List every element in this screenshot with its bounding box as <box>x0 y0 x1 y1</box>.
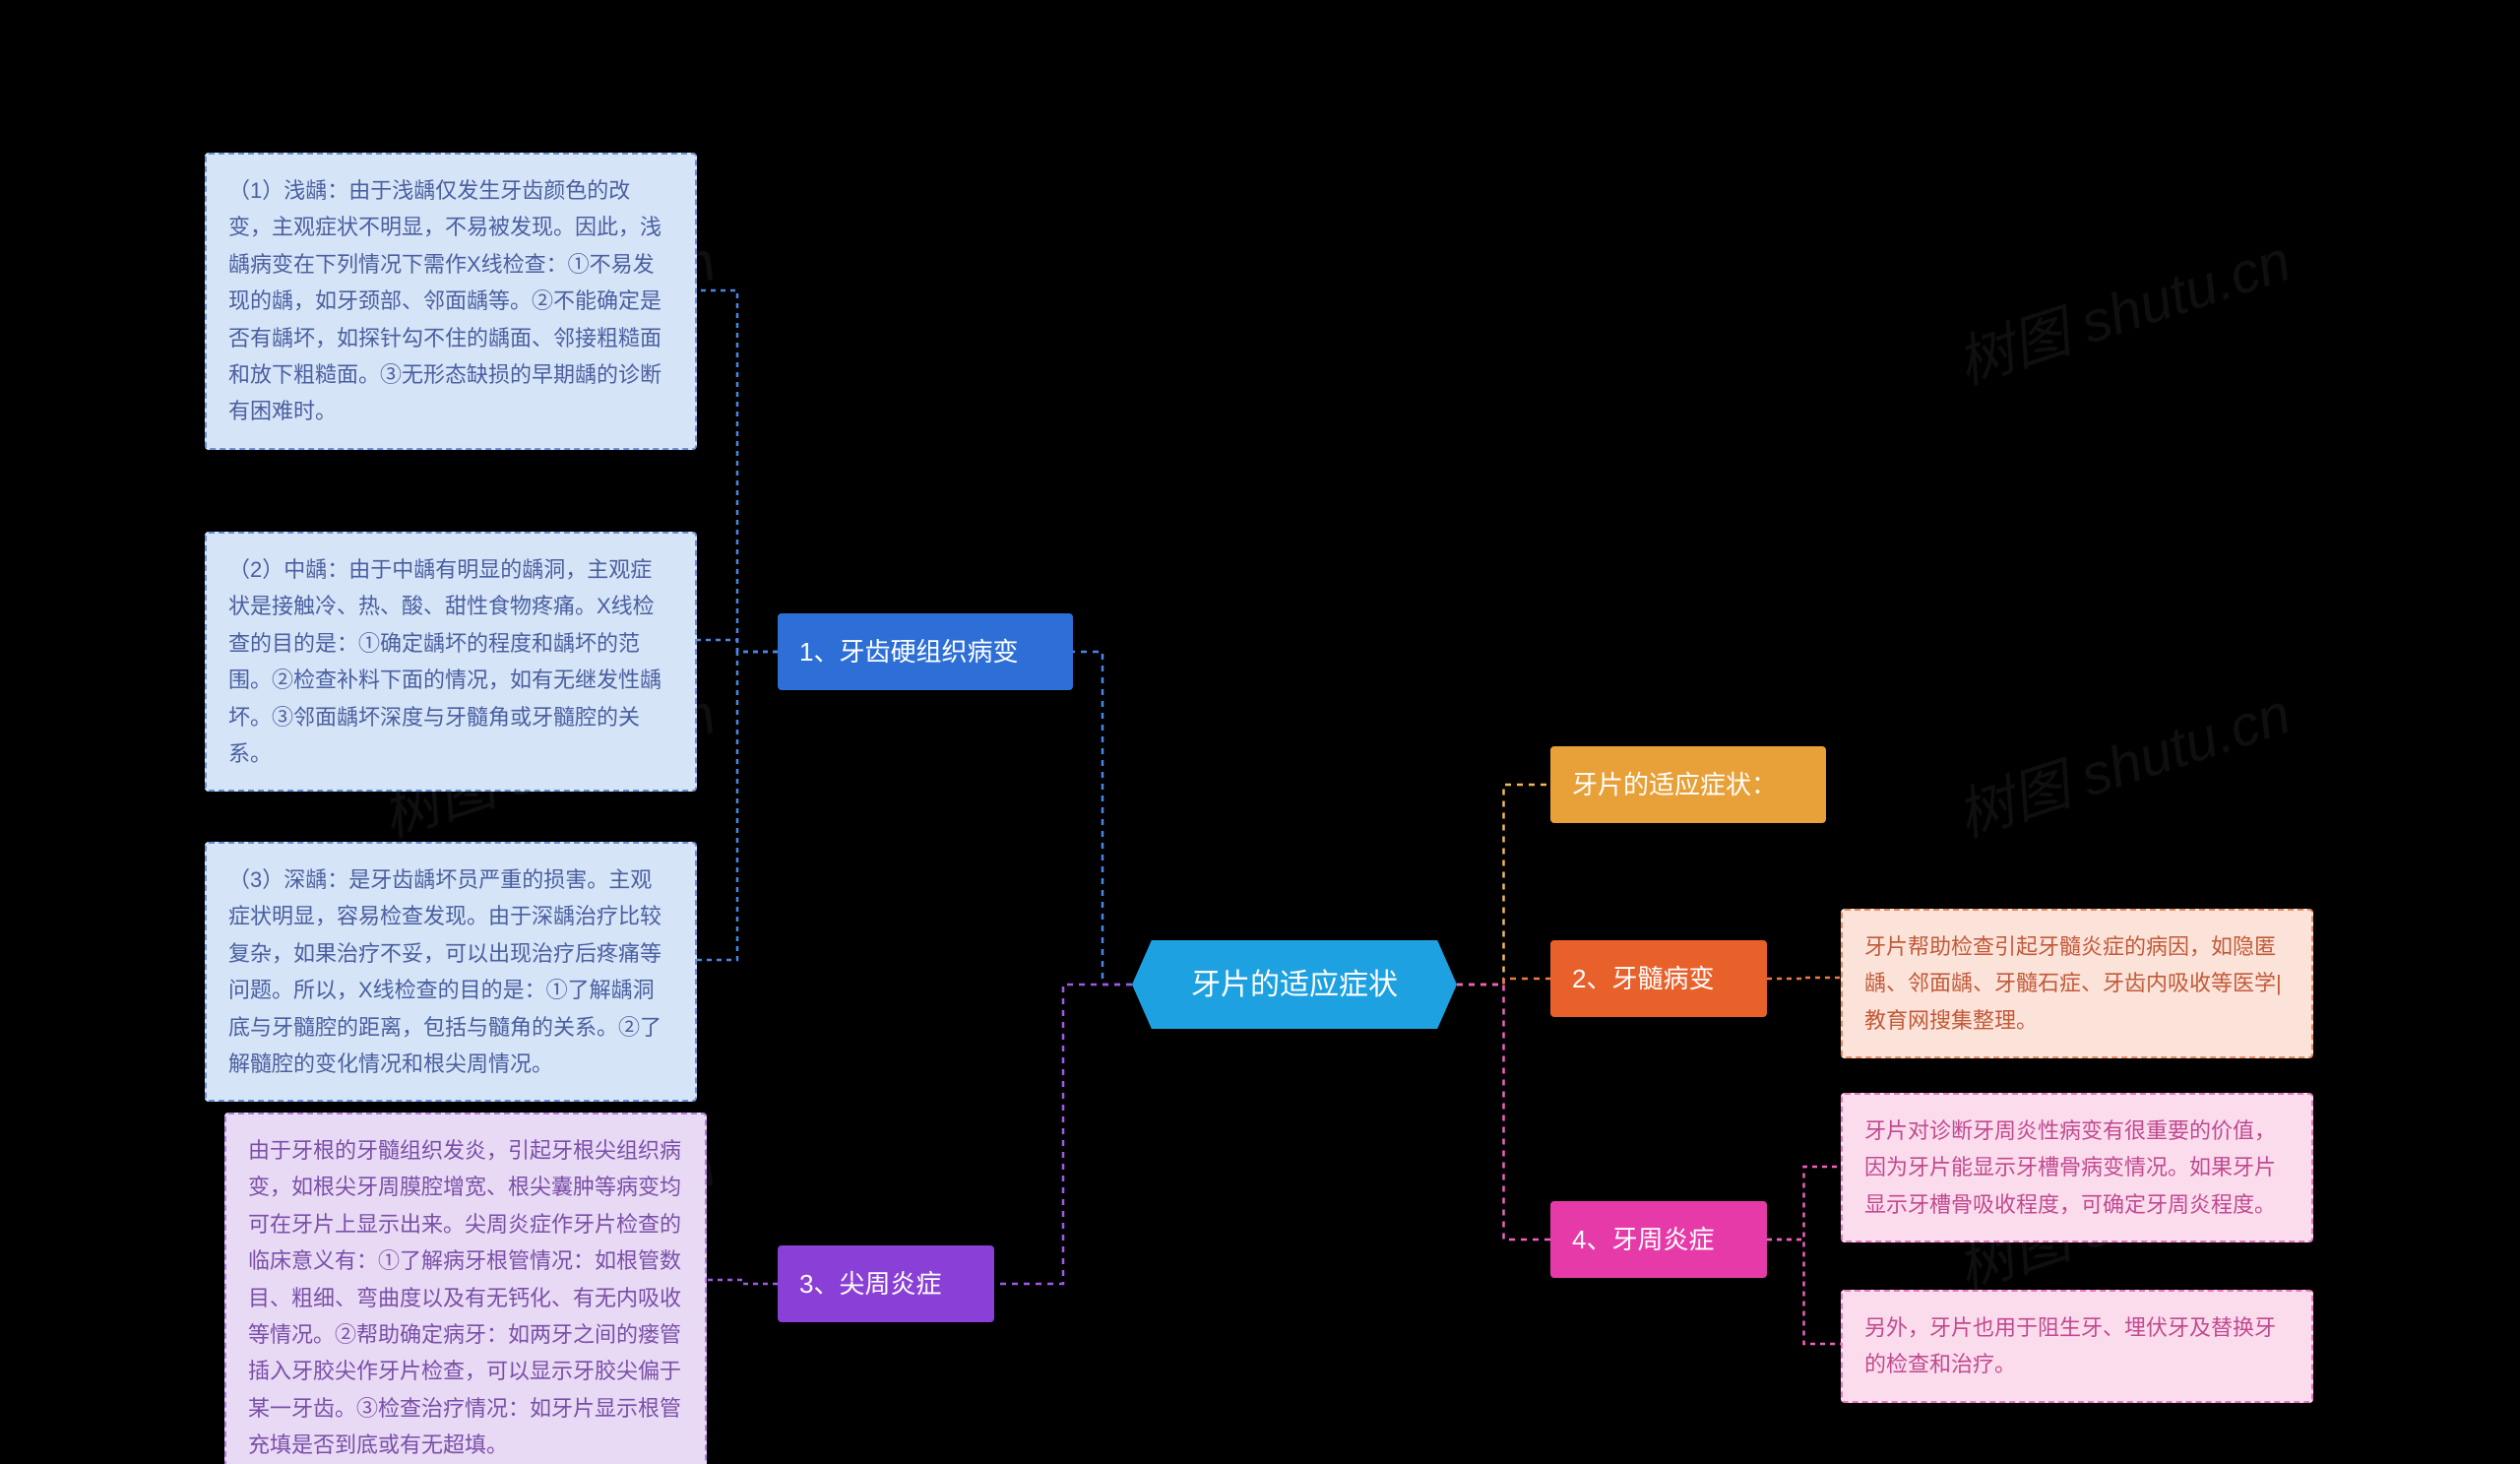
branch-node: 4、牙周炎症 <box>1550 1201 1767 1278</box>
leaf-node: 另外，牙片也用于阻生牙、埋伏牙及替换牙的检查和治疗。 <box>1841 1290 2313 1403</box>
branch-label: 1、牙齿硬组织病变 <box>799 633 1018 671</box>
branch-node: 1、牙齿硬组织病变 <box>778 613 1073 690</box>
center-label: 牙片的适应症状 <box>1191 963 1398 1007</box>
leaf-node: （2）中龋：由于中龋有明显的龋洞，主观症状是接触冷、热、酸、甜性食物疼痛。X线检… <box>205 532 697 792</box>
branch-node: 牙片的适应症状： <box>1550 746 1826 823</box>
watermark: 树图 shutu.cn <box>1945 215 2300 400</box>
leaf-node: （3）深龋：是牙齿龋坏员严重的损害。主观症状明显，容易检查发现。由于深龋治疗比较… <box>205 842 697 1102</box>
leaf-text: 另外，牙片也用于阻生牙、埋伏牙及替换牙的检查和治疗。 <box>1864 1315 2276 1376</box>
leaf-text: 由于牙根的牙髓组织发炎，引起牙根尖组织病变，如根尖牙周膜腔增宽、根尖囊肿等病变均… <box>248 1138 681 1457</box>
leaf-text: （1）浅龋：由于浅龋仅发生牙齿颜色的改变，主观症状不明显，不易被发现。因此，浅龋… <box>228 178 662 423</box>
branch-node: 3、尖周炎症 <box>778 1245 994 1322</box>
leaf-node: 由于牙根的牙髓组织发炎，引起牙根尖组织病变，如根尖牙周膜腔增宽、根尖囊肿等病变均… <box>224 1113 707 1464</box>
watermark: 树图 shutu.cn <box>1945 668 2300 853</box>
leaf-node: 牙片对诊断牙周炎性病变有很重要的价值，因为牙片能显示牙槽骨病变情况。如果牙片显示… <box>1841 1093 2313 1242</box>
leaf-text: 牙片帮助检查引起牙髓炎症的病因，如隐匿龋、邻面龋、牙髓石症、牙齿内吸收等医学|教… <box>1864 934 2282 1033</box>
branch-label: 3、尖周炎症 <box>799 1265 941 1304</box>
center-node: 牙片的适应症状 <box>1132 940 1457 1029</box>
branch-node: 2、牙髓病变 <box>1550 940 1767 1017</box>
leaf-text: （3）深龋：是牙齿龋坏员严重的损害。主观症状明显，容易检查发现。由于深龋治疗比较… <box>228 867 662 1076</box>
branch-label: 4、牙周炎症 <box>1572 1221 1714 1259</box>
mindmap-canvas: 树图 shutu.cn树图 shutu.cn树图 shutu.cn树图 shut… <box>0 0 2520 1464</box>
branch-label: 2、牙髓病变 <box>1572 960 1714 998</box>
branch-label: 牙片的适应症状： <box>1572 766 1777 804</box>
leaf-node: 牙片帮助检查引起牙髓炎症的病因，如隐匿龋、邻面龋、牙髓石症、牙齿内吸收等医学|教… <box>1841 909 2313 1058</box>
leaf-text: 牙片对诊断牙周炎性病变有很重要的价值，因为牙片能显示牙槽骨病变情况。如果牙片显示… <box>1864 1118 2276 1217</box>
leaf-node: （1）浅龋：由于浅龋仅发生牙齿颜色的改变，主观症状不明显，不易被发现。因此，浅龋… <box>205 153 697 450</box>
leaf-text: （2）中龋：由于中龋有明显的龋洞，主观症状是接触冷、热、酸、甜性食物疼痛。X线检… <box>228 557 662 766</box>
